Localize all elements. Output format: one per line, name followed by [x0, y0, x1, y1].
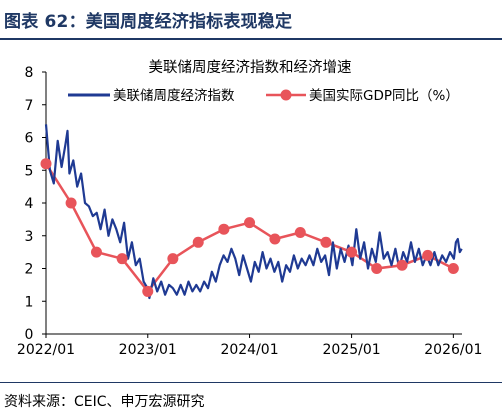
line-chart: 美联储周度经济指数和经济增速 美联储周度经济指数 美国实际GDP同比（%） 0 1… — [17, 59, 483, 358]
gdp-point — [371, 263, 383, 274]
gdp-point — [422, 249, 434, 261]
axes: 0 1 2 3 4 5 6 7 8 2022/01 2023/01 2024/01 2025/01 202… — [17, 65, 483, 358]
y-tick-label: 3 — [25, 229, 34, 245]
legend-marker-gdp — [280, 89, 292, 101]
gdp-point — [142, 285, 154, 297]
wei-series-line — [44, 124, 463, 300]
y-tick-label: 7 — [25, 98, 34, 114]
x-tick-label: 2024/01 — [220, 342, 278, 358]
gdp-point — [40, 158, 52, 170]
x-tick-label: 2026/01 — [424, 342, 482, 358]
y-tick-label: 0 — [25, 327, 34, 343]
x-tick-label: 2025/01 — [323, 342, 381, 358]
gdp-point — [218, 223, 230, 235]
y-tick-label: 6 — [25, 131, 34, 147]
figure-header: 图表 62：美国周度经济指标表现稳定 — [0, 0, 502, 40]
x-tick-label: 2023/01 — [119, 342, 177, 358]
gdp-point — [192, 236, 204, 248]
x-tick-label: 2022/01 — [17, 342, 75, 358]
gdp-point — [396, 259, 408, 271]
y-tick-label: 2 — [25, 262, 34, 278]
title-rule — [0, 38, 502, 40]
gdp-point — [116, 253, 128, 265]
y-tick-label: 1 — [25, 294, 34, 310]
y-tick-label: 8 — [25, 65, 34, 81]
chart-title: 美联储周度经济指数和经济增速 — [149, 59, 352, 76]
legend-label-wei: 美联储周度经济指数 — [113, 88, 235, 104]
gdp-point — [65, 197, 77, 209]
gdp-point — [269, 233, 281, 245]
gdp-point — [244, 217, 256, 229]
y-tick-label: 4 — [25, 196, 34, 212]
gdp-point — [294, 226, 306, 238]
figure-title: 图表 62：美国周度经济指标表现稳定 — [4, 12, 293, 32]
legend: 美联储周度经济指数 美国实际GDP同比（%） — [68, 88, 459, 104]
plot-area — [40, 124, 463, 300]
gdp-point — [346, 246, 358, 258]
gdp-point — [447, 263, 459, 274]
gdp-point — [167, 253, 179, 265]
gdp-point — [320, 236, 332, 248]
source-rule — [0, 382, 502, 383]
source-note: 资料来源：CEIC、申万宏源研究 — [4, 394, 205, 410]
gdp-point — [90, 246, 102, 258]
legend-label-gdp: 美国实际GDP同比（%） — [309, 88, 459, 104]
y-tick-label: 5 — [25, 163, 34, 179]
